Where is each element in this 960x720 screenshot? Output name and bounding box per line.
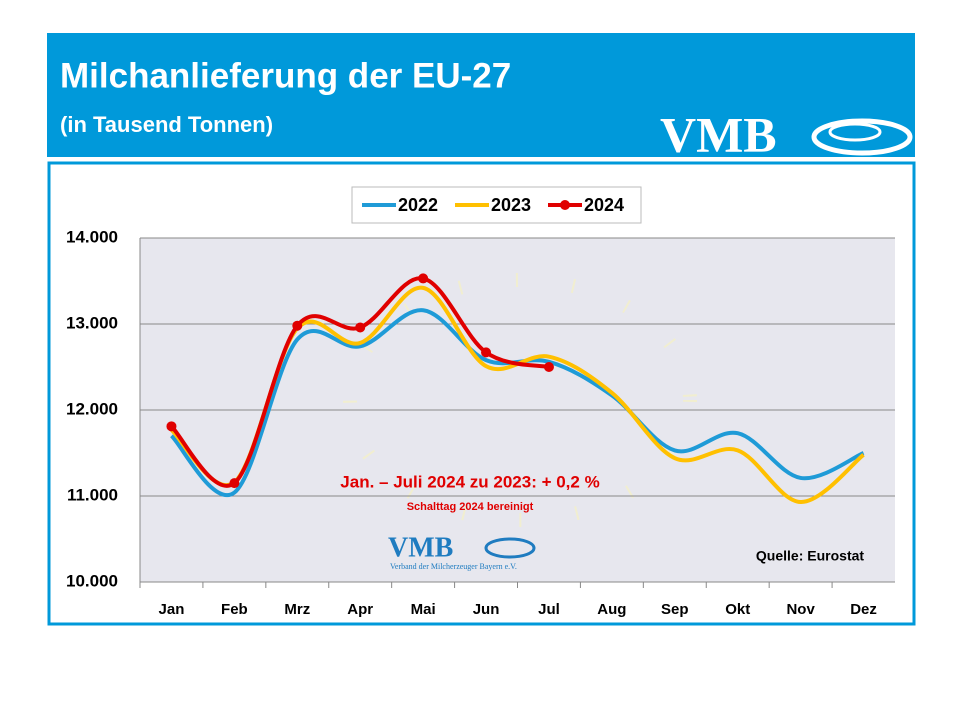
annotation: Schalttag 2024 bereinigt [407,501,534,513]
y-tick-label: 11.000 [67,485,118,504]
x-tick-label: Jul [538,601,560,618]
x-tick-label: Aug [597,601,626,618]
y-tick-label: 12.000 [66,399,118,418]
y-tick-label: 14.000 [66,227,118,246]
legend-marker [560,200,570,210]
y-tick-label: 13.000 [66,313,118,332]
x-tick-label: Jan [159,601,185,618]
series-marker [543,362,554,372]
logo: VMB [388,532,453,563]
series-marker [166,421,177,432]
legend-label: 2024 [584,195,624,215]
subtitle: (in Tausend Tonnen) [60,112,273,137]
title: Milchanlieferung der EU-27 [60,56,511,95]
x-tick-label: Sep [661,601,689,618]
series-marker [292,320,303,331]
logo-caption: Verband der Milcherzeuger Bayern e.V. [390,562,517,571]
annotation: Jan. – Juli 2024 zu 2023: + 0,2 % [340,472,599,491]
legend-box [351,186,642,224]
logo-swirl [811,118,913,156]
logo-swirl [828,122,882,142]
series-line [169,308,865,498]
series-marker [355,322,366,333]
x-tick-label: Dez [850,601,877,618]
x-tick-label: Mai [411,601,436,618]
x-tick-label: Feb [221,601,248,618]
series-marker [481,347,492,358]
series-marker [229,478,240,489]
eu-stars [343,273,697,527]
x-tick-label: Jun [473,601,500,618]
logo: VMB [660,106,777,162]
source: Quelle: Eurostat [756,548,864,564]
series-marker [418,273,429,284]
y-tick-label: 10.000 [66,571,118,590]
x-tick-label: Apr [347,601,373,618]
logo-swirl [484,537,536,559]
x-tick-label: Okt [725,601,750,618]
legend-label: 2022 [398,195,438,215]
x-tick-label: Nov [786,601,815,618]
x-tick-label: Mrz [284,601,310,618]
header-box [47,33,915,157]
legend-label: 2023 [491,195,531,215]
